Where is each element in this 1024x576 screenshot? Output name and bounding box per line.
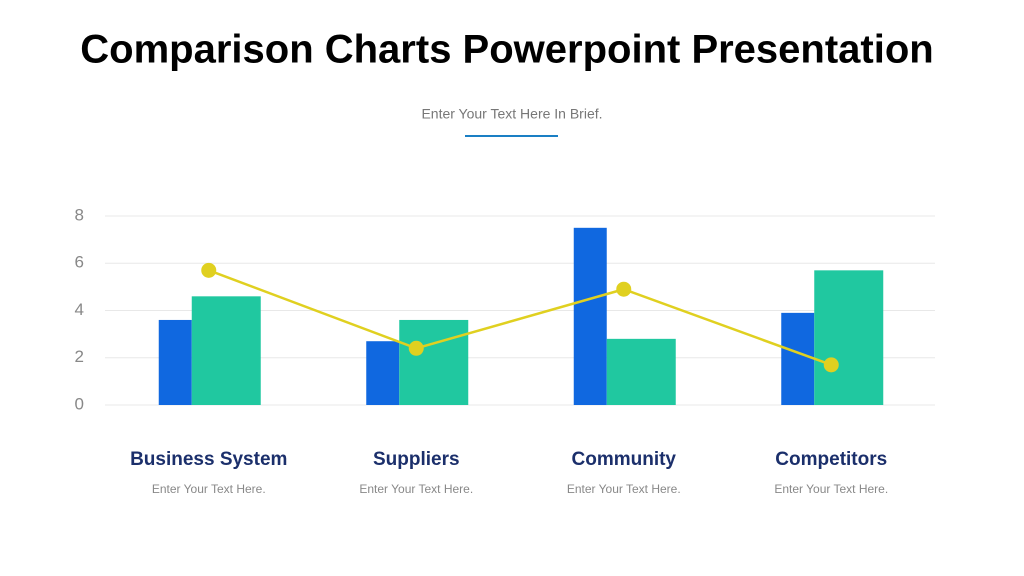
- bar: [781, 312, 815, 405]
- bar: [606, 338, 676, 405]
- line-marker: [201, 262, 217, 278]
- bar: [191, 296, 261, 405]
- category-description: Enter Your Text Here.: [359, 482, 473, 496]
- bar: [158, 319, 192, 405]
- category-label: Community: [572, 449, 677, 470]
- category-label: Suppliers: [373, 449, 460, 470]
- bar: [366, 341, 400, 405]
- category-description: Enter Your Text Here.: [152, 482, 266, 496]
- category-label: Competitors: [775, 449, 887, 470]
- y-tick-label: 8: [75, 205, 84, 224]
- bar: [814, 270, 884, 405]
- y-tick-label: 0: [75, 394, 84, 413]
- line-marker: [408, 340, 424, 356]
- chart-title: Comparison Charts Powerpoint Presentatio…: [80, 28, 933, 72]
- line-marker: [823, 357, 839, 373]
- category-description: Enter Your Text Here.: [774, 482, 888, 496]
- y-tick-label: 6: [75, 253, 84, 272]
- category-description: Enter Your Text Here.: [567, 482, 681, 496]
- line-marker: [616, 281, 632, 297]
- line: [208, 269, 832, 367]
- bar: [573, 227, 607, 405]
- y-tick-label: 2: [75, 347, 84, 366]
- y-tick-label: 4: [75, 300, 84, 319]
- category-label: Business System: [130, 449, 287, 470]
- bar: [399, 319, 469, 405]
- subtitle: Enter Your Text Here In Brief.: [421, 106, 602, 122]
